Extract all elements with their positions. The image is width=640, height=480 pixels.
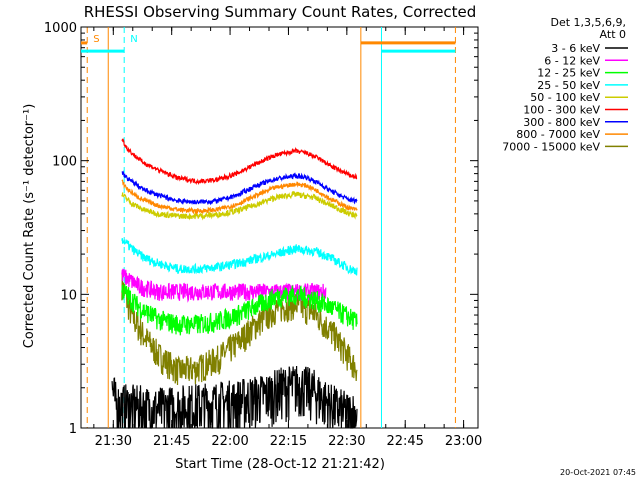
x-tick-label: 21:45	[153, 434, 190, 449]
annotation-n: N	[130, 34, 137, 45]
chart-title: RHESSI Observing Summary Count Rates, Co…	[84, 3, 477, 21]
legend-header-line2: Att 0	[600, 28, 626, 41]
series-line-2	[121, 283, 358, 336]
flag-bars	[81, 41, 456, 53]
legend-label: 12 - 25 keV	[537, 67, 600, 80]
legend-label: 50 - 100 keV	[530, 91, 600, 104]
annotation-s: S	[93, 34, 99, 45]
tick-layer: 21:30 21:45 22:00 22:15 22:30 22:45 23:00 1 10 10…	[44, 21, 482, 449]
x-axis-label: Start Time (28-Oct-12 21:21:42)	[175, 457, 385, 472]
y-tick-label: 1000	[44, 21, 77, 36]
x-tick-label: 22:30	[328, 434, 365, 449]
legend-header-line1: Det 1,3,5,6,9,	[550, 16, 626, 29]
series-line-3	[121, 238, 358, 276]
y-tick-label: 1	[69, 422, 77, 437]
y-tick-label: 10	[60, 288, 77, 303]
x-tick-label: 23:00	[445, 434, 482, 449]
x-tick-label: 22:00	[211, 434, 248, 449]
legend-label: 7000 - 15000 keV	[502, 140, 600, 153]
legend-label: 300 - 800 keV	[523, 116, 600, 129]
legend-label: 3 - 6 keV	[551, 42, 600, 55]
series-layer	[111, 138, 358, 429]
legend-label: 100 - 300 keV	[523, 104, 600, 117]
series-line-4	[121, 190, 358, 221]
legend-label: 25 - 50 keV	[537, 79, 600, 92]
series-line-5	[121, 138, 358, 186]
series-line-6	[121, 170, 358, 206]
legend-label: 800 - 7000 keV	[516, 128, 600, 141]
legend-label: 6 - 12 keV	[544, 54, 600, 67]
y-axis-label: Corrected Count Rate (s⁻¹ detector⁻¹)	[22, 104, 37, 349]
series-line-7	[121, 179, 358, 216]
series-line-8	[121, 273, 358, 386]
plot-area	[80, 26, 479, 429]
x-tick-label: 21:30	[95, 434, 132, 449]
y-tick-label: 100	[52, 155, 77, 170]
x-tick-label: 22:15	[270, 434, 307, 449]
x-tick-label: 22:45	[386, 434, 423, 449]
generation-timestamp: 20-Oct-2021 07:45	[560, 468, 636, 477]
series-line-0	[111, 365, 358, 429]
